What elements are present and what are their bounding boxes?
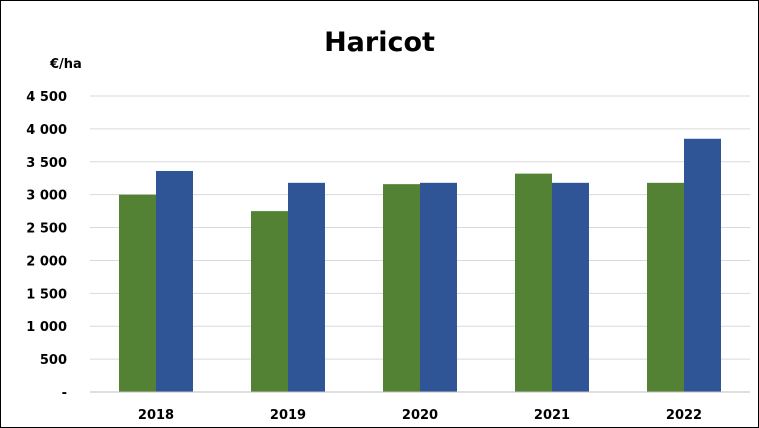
bar-series-2-2018 (156, 170, 193, 392)
bar-series-1-2019 (251, 211, 288, 392)
bar-series-2-2020 (420, 182, 457, 392)
x-tick-label: 2019 (270, 408, 306, 423)
y-tick-label: 3 000 (26, 189, 67, 204)
chart-title: Haricot (324, 27, 435, 58)
y-tick-label: 2 000 (26, 254, 67, 269)
bar-series-2-2021 (552, 182, 589, 392)
x-tick-label: 2022 (666, 408, 702, 423)
y-tick-label: 2 500 (26, 222, 67, 237)
y-tick-label: 3 500 (26, 156, 67, 171)
y-tick-label: 1 000 (26, 320, 67, 335)
bar-series-1-2022 (647, 182, 684, 392)
x-tick-label: 2021 (534, 408, 570, 423)
y-tick-label: 4 000 (26, 123, 67, 138)
y-tick-label: 500 (40, 353, 67, 368)
bar-series-2-2022 (684, 138, 721, 392)
y-tick-label: - (62, 386, 67, 401)
bar-series-1-2021 (515, 173, 552, 392)
x-tick-label: 2020 (402, 408, 438, 423)
y-tick-label: 1 500 (26, 287, 67, 302)
y-axis-unit-label: €/ha (50, 57, 82, 72)
bar-series-2-2019 (288, 182, 325, 392)
y-tick-label: 4 500 (26, 90, 67, 105)
x-tick-label: 2018 (138, 408, 174, 423)
bar-series-1-2020 (383, 184, 420, 392)
bar-series-1-2018 (119, 194, 156, 392)
